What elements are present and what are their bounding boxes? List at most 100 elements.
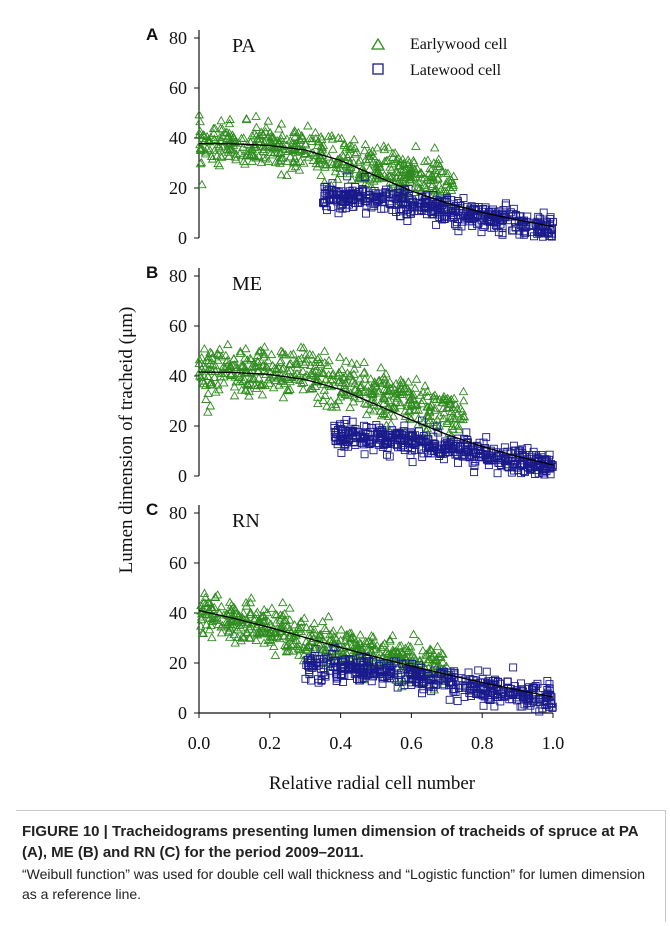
earlywood-point — [446, 406, 457, 416]
earlywood-point — [376, 362, 386, 372]
earlywood-point — [394, 641, 404, 650]
latewood-point — [509, 441, 518, 450]
earlywood-point — [272, 148, 282, 157]
y-axis-label: Lumen dimension of tracheid (μm) — [116, 307, 137, 574]
earlywood-point — [328, 626, 338, 635]
earlywood-point — [459, 412, 470, 421]
x-axis-label: Relative radial cell number — [269, 773, 476, 794]
latewood-point — [490, 675, 499, 684]
earlywood-point — [290, 371, 300, 380]
latewood-point — [396, 212, 405, 220]
earlywood-point — [360, 374, 370, 383]
earlywood-point — [283, 385, 294, 395]
earlywood-point — [254, 373, 264, 382]
x-tick-label: 0.6 — [400, 733, 423, 753]
latewood-point — [458, 681, 467, 690]
earlywood-point — [411, 141, 421, 150]
latewood-point — [503, 462, 512, 471]
latewood-point — [478, 691, 487, 700]
latewood-point — [532, 466, 541, 475]
earlywood-point — [262, 607, 272, 617]
earlywood-point — [412, 182, 423, 192]
latewood-point — [437, 445, 446, 454]
earlywood-point — [218, 362, 229, 371]
earlywood-point — [398, 378, 409, 387]
earlywood-point — [240, 159, 250, 168]
latewood-point — [320, 197, 329, 206]
latewood-point — [336, 671, 345, 679]
earlywood-point — [221, 357, 232, 366]
latewood-point — [403, 436, 412, 445]
earlywood-point — [344, 628, 355, 637]
earlywood-point — [298, 343, 309, 352]
latewood-point — [369, 446, 378, 455]
earlywood-point — [415, 183, 425, 192]
earlywood-point — [299, 158, 309, 167]
earlywood-point — [334, 153, 345, 162]
earlywood-point — [451, 399, 461, 409]
latewood-point — [487, 223, 496, 232]
latewood-point — [503, 677, 512, 686]
latewood-point — [434, 676, 443, 685]
earlywood-point — [364, 164, 375, 173]
latewood-point — [372, 421, 381, 430]
x-tick-label: 0.8 — [471, 733, 494, 753]
earlywood-point — [408, 389, 418, 398]
earlywood-point — [331, 402, 342, 411]
earlywood-point — [433, 651, 444, 661]
earlywood-point — [334, 377, 344, 386]
latewood-point — [321, 653, 330, 662]
earlywood-point — [457, 406, 468, 415]
latewood-point — [524, 460, 533, 469]
earlywood-point — [381, 369, 391, 378]
earlywood-point — [266, 147, 276, 157]
earlywood-point — [440, 168, 451, 177]
latewood-point — [545, 702, 554, 711]
legend-latewood-marker — [372, 63, 384, 75]
earlywood-point — [395, 397, 405, 407]
latewood-point — [337, 662, 346, 671]
earlywood-point — [366, 396, 377, 405]
latewood-point — [452, 222, 461, 230]
latewood-point — [485, 456, 494, 465]
earlywood-point — [355, 374, 365, 383]
latewood-point — [330, 424, 339, 432]
latewood-point — [520, 227, 529, 236]
latewood-point — [377, 668, 386, 677]
earlywood-point — [238, 142, 248, 151]
earlywood-point — [323, 360, 333, 369]
latewood-point — [332, 428, 341, 437]
latewood-point — [348, 417, 357, 426]
latewood-point — [399, 200, 408, 209]
earlywood-point — [422, 410, 432, 419]
earlywood-point — [288, 156, 299, 165]
earlywood-point — [284, 615, 295, 624]
latewood-point — [387, 200, 396, 209]
earlywood-point — [406, 395, 416, 404]
latewood-point — [501, 689, 510, 698]
earlywood-point — [436, 184, 446, 194]
latewood-point — [417, 680, 426, 689]
latewood-point — [509, 663, 518, 672]
earlywood-point — [246, 593, 257, 602]
earlywood-point — [207, 380, 218, 389]
earlywood-point — [280, 614, 290, 624]
earlywood-point — [326, 157, 337, 166]
earlywood-point — [208, 359, 218, 369]
latewood-point — [361, 652, 370, 661]
latewood-point — [334, 209, 343, 218]
earlywood-point — [212, 590, 223, 599]
latewood-point — [378, 679, 387, 688]
earlywood-point — [448, 413, 459, 422]
earlywood-point — [305, 349, 315, 358]
earlywood-point — [274, 124, 284, 133]
earlywood-point — [269, 627, 279, 637]
latewood-point — [511, 210, 520, 219]
latewood-point — [479, 223, 488, 231]
latewood-point — [353, 675, 362, 683]
earlywood-point — [359, 357, 369, 366]
earlywood-point — [295, 156, 306, 165]
latewood-point — [429, 683, 438, 692]
latewood-point — [343, 194, 352, 203]
latewood-point — [543, 700, 552, 709]
